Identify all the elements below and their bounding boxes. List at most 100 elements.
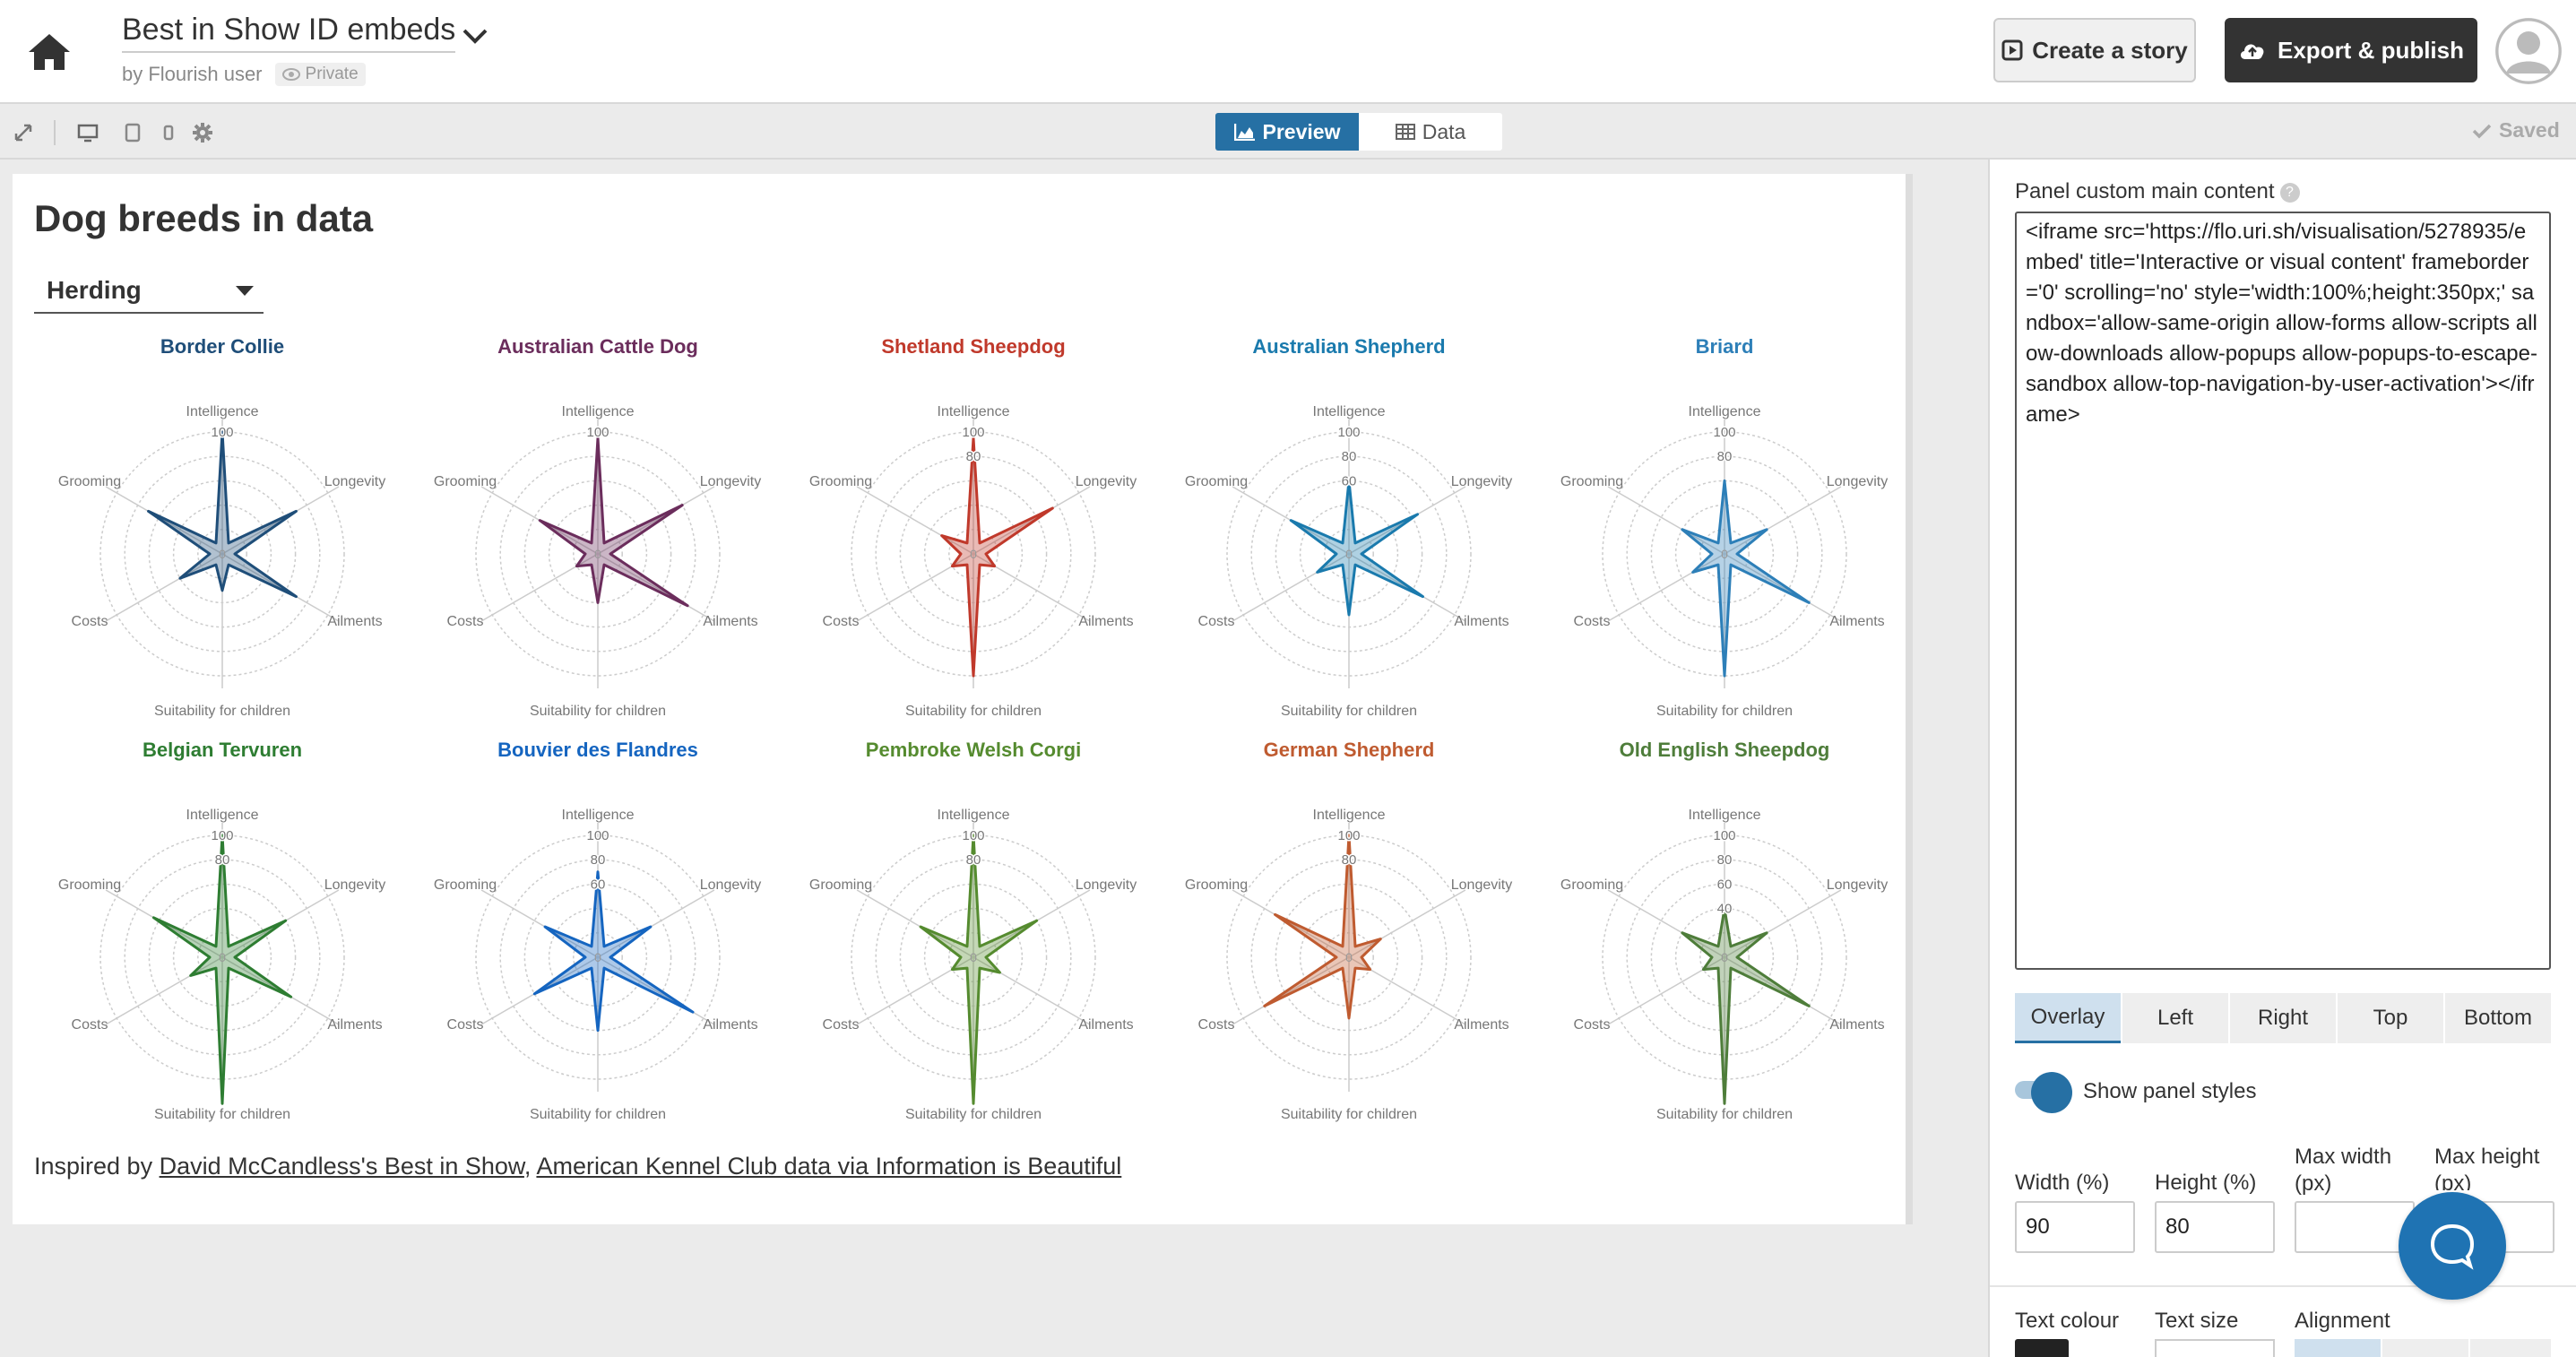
align-center-button[interactable]: [2382, 1339, 2468, 1357]
export-publish-label: Export & publish: [2278, 36, 2464, 64]
text-size-input[interactable]: [2155, 1339, 2275, 1357]
radar-series-shape: [919, 834, 1039, 1105]
radar-axis-label: Ailments: [703, 1017, 757, 1033]
tab-bottom[interactable]: Bottom: [2445, 993, 2551, 1043]
radar-chart[interactable]: Briard 100 80 0 Intelligence Longevity Ailment…: [1536, 335, 1913, 739]
radar-center-label: 0: [219, 950, 226, 964]
height-label: Height (%): [2155, 1171, 2257, 1195]
avatar[interactable]: [2495, 18, 2562, 84]
custom-content-textarea[interactable]: <iframe src='https://flo.uri.sh/visualis…: [2015, 212, 2551, 970]
radar-axis-label: Costs: [72, 614, 108, 629]
radar-axis-label: Grooming: [58, 877, 121, 893]
create-story-button[interactable]: Create a story: [1993, 18, 2196, 82]
radar-spoke: [1348, 889, 1466, 958]
max-width-input[interactable]: [2295, 1201, 2415, 1253]
radar-spoke: [972, 486, 1091, 555]
custom-content-label-text: Panel custom main content: [2015, 179, 2275, 203]
radar-center-label: 0: [970, 950, 977, 964]
align-right-button[interactable]: [2470, 1339, 2551, 1357]
radar-chart[interactable]: Belgian Tervuren 100 80 0 Intelligence Longev…: [34, 739, 411, 1142]
radar-axis-label: Suitability for children: [1656, 1107, 1793, 1122]
credit-link-mccandless[interactable]: David McCandless's Best in Show: [159, 1153, 524, 1180]
radar-series-shape: [151, 834, 293, 1105]
fullscreen-icon[interactable]: [13, 122, 34, 143]
tab-top[interactable]: Top: [2338, 993, 2443, 1043]
radar-axis-label: Intelligence: [562, 404, 635, 419]
radar-series-shape: [538, 436, 689, 608]
radar-spoke: [480, 889, 599, 958]
radar-series-shape: [940, 436, 1054, 678]
radar-axis-label: Ailments: [1454, 1017, 1508, 1033]
group-select[interactable]: Herding: [34, 272, 264, 314]
private-label: Private: [305, 65, 359, 83]
radar-axis-label: Suitability for children: [530, 704, 666, 719]
radar-center-label: 0: [1345, 950, 1353, 964]
gear-icon[interactable]: [192, 122, 213, 143]
chevron-down-icon[interactable]: [459, 20, 491, 52]
chat-support-button[interactable]: [2399, 1192, 2506, 1300]
radar-axis-label: Suitability for children: [1656, 704, 1793, 719]
radar-axis-label: Costs: [1574, 1017, 1611, 1033]
radar-spoke: [597, 553, 715, 622]
radar-axis-label: Longevity: [700, 877, 762, 893]
tab-preview[interactable]: Preview: [1215, 113, 1359, 151]
tablet-icon[interactable]: [122, 122, 143, 143]
radar-chart[interactable]: Australian Shepherd 100 80 60 0 Intelligence L…: [1161, 335, 1537, 739]
project-title[interactable]: Best in Show ID embeds: [122, 13, 456, 53]
radar-axis-label: Ailments: [1829, 614, 1884, 629]
radar-chart[interactable]: German Shepherd 100 80 0 Intelligence Longevi…: [1161, 739, 1537, 1142]
credit-link-akc[interactable]: American Kennel Club data via Informatio…: [536, 1153, 1122, 1180]
credit-separator: ,: [523, 1153, 537, 1180]
tab-overlay[interactable]: Overlay: [2015, 993, 2121, 1043]
radar-spoke: [1232, 956, 1350, 1025]
radar-spoke: [597, 956, 715, 1025]
radar-chart[interactable]: Bouvier des Flandres 100 80 60 0 Intelligence…: [410, 739, 786, 1142]
radar-axis-label: Costs: [823, 1017, 860, 1033]
radar-axis-label: Grooming: [58, 474, 121, 489]
author-text: by Flourish user: [122, 63, 263, 85]
help-icon[interactable]: ?: [2279, 182, 2300, 203]
preview-area: Dog breeds in data Herding Border Collie…: [0, 160, 1988, 1357]
radar-chart[interactable]: Border Collie 100 0 Intelligence Longevity Ai…: [34, 335, 411, 739]
radar-gridline: [851, 431, 1096, 677]
radar-svg: 100 0 Intelligence Longevity Ailments Suitabi…: [434, 404, 761, 719]
show-panel-styles-label: Show panel styles: [2083, 1079, 2257, 1103]
home-icon[interactable]: [27, 30, 72, 72]
radar-axis-label: Longevity: [1827, 877, 1889, 893]
radar-series-shape: [1263, 834, 1382, 1020]
align-left-button[interactable]: [2295, 1339, 2381, 1357]
radar-chart[interactable]: Old English Sheepdog 100 80 60 40 0 Intelligen…: [1536, 739, 1913, 1142]
width-input[interactable]: [2015, 1201, 2135, 1253]
tab-right[interactable]: Right: [2230, 993, 2336, 1043]
radar-center-label: 0: [594, 547, 601, 561]
radar-chart[interactable]: Shetland Sheepdog 100 80 0 Intelligence Longe…: [785, 335, 1162, 739]
radar-series-shape: [1681, 479, 1811, 678]
radar-spoke: [1348, 553, 1466, 622]
private-badge: Private: [274, 63, 366, 86]
radar-svg: 100 0 Intelligence Longevity Ailments Suitabi…: [58, 404, 385, 719]
radar-axis-label: Longevity: [1827, 474, 1889, 489]
radar-tick-label: 80: [1717, 852, 1733, 868]
text-colour-swatch[interactable]: [2015, 1339, 2069, 1357]
desktop-icon[interactable]: [77, 122, 99, 143]
tab-left[interactable]: Left: [2122, 993, 2228, 1043]
radar-gridline: [851, 834, 1096, 1080]
table-icon: [1395, 124, 1415, 140]
text-colour-label: Text colour: [2015, 1309, 2120, 1333]
radar-axis-label: Longevity: [1451, 474, 1513, 489]
radar-axis-label: Costs: [1198, 614, 1235, 629]
radar-tick-label: 80: [1717, 449, 1733, 464]
user-icon: [2495, 18, 2562, 84]
export-publish-button[interactable]: Export & publish: [2225, 18, 2477, 82]
height-input[interactable]: [2155, 1201, 2275, 1253]
mobile-icon[interactable]: [158, 122, 179, 143]
radar-chart[interactable]: Pembroke Welsh Corgi 100 80 0 Intelligence Lo…: [785, 739, 1162, 1142]
radar-axis-label: Intelligence: [1689, 404, 1761, 419]
radar-axis-label: Grooming: [1560, 877, 1623, 893]
radar-chart[interactable]: Australian Cattle Dog 100 0 Intelligence Lon…: [410, 335, 786, 739]
tab-data[interactable]: Data: [1359, 113, 1502, 151]
radar-center-label: 0: [219, 547, 226, 561]
toolbar-divider: [54, 120, 56, 145]
radar-spoke: [1607, 486, 1725, 555]
show-panel-styles-toggle[interactable]: [2015, 1072, 2072, 1113]
